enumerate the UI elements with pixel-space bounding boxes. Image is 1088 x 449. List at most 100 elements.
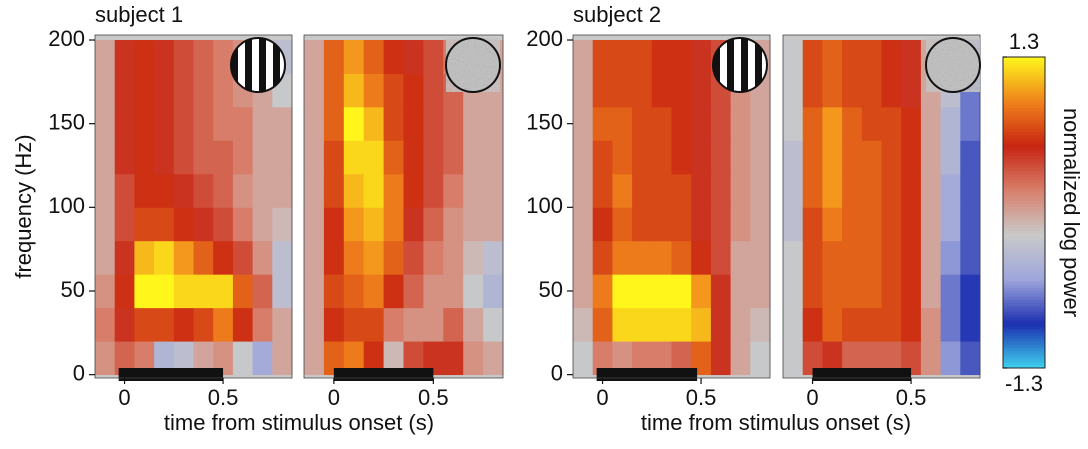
heatmap-cell xyxy=(383,307,404,342)
heatmap-cell xyxy=(304,207,325,242)
heatmap-cell xyxy=(343,140,365,175)
colorbar-swatch xyxy=(1003,227,1045,231)
heatmap-cell xyxy=(573,173,594,208)
heatmap-cell xyxy=(861,140,882,175)
heatmap-cell xyxy=(730,140,751,175)
heatmap-cell xyxy=(304,240,325,275)
heatmap-cell xyxy=(901,274,922,309)
heatmap-cell xyxy=(710,341,731,376)
heatmap-cell xyxy=(651,73,672,108)
heatmap-cell xyxy=(403,274,424,309)
heatmap-cell xyxy=(612,274,633,309)
heatmap-cell xyxy=(783,307,804,342)
heatmap-cell xyxy=(173,307,194,342)
heatmap-cell xyxy=(114,106,135,141)
heatmap-cell xyxy=(272,240,293,275)
colorbar-swatch xyxy=(1003,71,1045,76)
colorbar-swatch xyxy=(1003,95,1045,100)
heatmap-cell xyxy=(901,73,922,108)
plots: 0 0.5 0 50 100 150 200 subject 1 frequency (Hz) t… xyxy=(11,2,1084,435)
heatmap-cell xyxy=(95,240,116,275)
heatmap-cell xyxy=(612,140,633,175)
heatmap-cell xyxy=(651,341,672,376)
heatmap-cell xyxy=(134,274,155,309)
heatmap-cell xyxy=(213,106,234,141)
heatmap-cell xyxy=(213,274,234,309)
colorbar-swatch xyxy=(1003,329,1045,333)
heatmap-cell xyxy=(710,307,731,342)
heatmap-cell xyxy=(861,207,882,242)
colorbar-swatch xyxy=(1003,89,1045,94)
heatmap-cell xyxy=(920,207,941,242)
heatmap-cell xyxy=(960,106,981,141)
heatmap-cell xyxy=(920,307,941,342)
heatmap-cell xyxy=(920,274,941,309)
heatmap-cell xyxy=(612,40,633,74)
heatmap-cell xyxy=(95,274,116,309)
stimulus-bar xyxy=(596,368,698,381)
heatmap-cell xyxy=(842,274,863,309)
colorbar-swatch xyxy=(1003,326,1045,330)
heatmap-cell xyxy=(861,307,882,342)
colorbar-swatch xyxy=(1003,281,1045,285)
heatmap-cell xyxy=(343,207,365,242)
heatmap-cell xyxy=(822,207,843,242)
colorbar-swatch xyxy=(1003,305,1045,309)
heatmap-cell xyxy=(632,106,653,141)
heatmap-cell xyxy=(483,341,504,376)
heatmap-cell xyxy=(363,173,384,208)
heatmap-cell xyxy=(750,274,771,309)
heatmap-cell xyxy=(134,207,155,242)
heatmap-cell xyxy=(252,207,273,242)
heatmap-cell xyxy=(363,106,384,141)
heatmap-cell xyxy=(592,274,613,309)
heatmap-cell xyxy=(213,307,234,342)
heatmap-cell xyxy=(443,341,464,376)
heatmap-cell xyxy=(940,106,961,141)
heatmap-cell xyxy=(323,106,345,141)
heatmap-cell xyxy=(783,207,804,242)
heatmap-cell xyxy=(612,307,633,342)
heatmap-cell xyxy=(592,140,613,175)
x-tick-label: 0 xyxy=(806,385,818,410)
heatmap-cell xyxy=(783,140,804,175)
heatmap-cell xyxy=(920,173,941,208)
heatmap-cell xyxy=(95,307,116,342)
y-tick-label: 200 xyxy=(48,26,85,51)
heatmap-cell xyxy=(443,173,464,208)
heatmap-cell xyxy=(403,140,424,175)
heatmap-cell xyxy=(592,106,613,141)
heatmap-cell xyxy=(483,207,504,242)
colorbar-swatch xyxy=(1003,323,1045,327)
heatmap-cell xyxy=(881,307,902,342)
heatmap-cell xyxy=(842,173,863,208)
stimulus-bar xyxy=(812,368,912,381)
colorbar-swatch xyxy=(1003,224,1045,228)
colorbar-swatch xyxy=(1003,134,1045,139)
heatmap-cell xyxy=(592,40,613,74)
heatmap-cell xyxy=(573,106,594,141)
heatmap-cell xyxy=(691,106,712,141)
heatmap-cell xyxy=(822,240,843,275)
colorbar-swatch xyxy=(1003,338,1045,342)
heatmap-cell xyxy=(881,240,902,275)
heatmap-cell xyxy=(901,173,922,208)
heatmap-cell xyxy=(363,341,384,376)
heatmap-cell xyxy=(323,73,345,108)
heatmap-cell xyxy=(691,73,712,108)
heatmap-cell xyxy=(304,274,325,309)
heatmap-cell xyxy=(173,40,194,74)
y-tick-label: 200 xyxy=(526,26,563,51)
heatmap-cell xyxy=(363,40,384,74)
x-tick-label: 0.5 xyxy=(896,385,927,410)
colorbar-swatch xyxy=(1003,131,1045,136)
stimulus-bar xyxy=(333,368,434,381)
heatmap-cell xyxy=(651,106,672,141)
heatmap-cell xyxy=(252,341,273,376)
heatmap-cell xyxy=(95,73,116,108)
heatmap-cell xyxy=(861,106,882,141)
plot-frame xyxy=(94,34,293,379)
heatmap-cell xyxy=(154,106,175,141)
